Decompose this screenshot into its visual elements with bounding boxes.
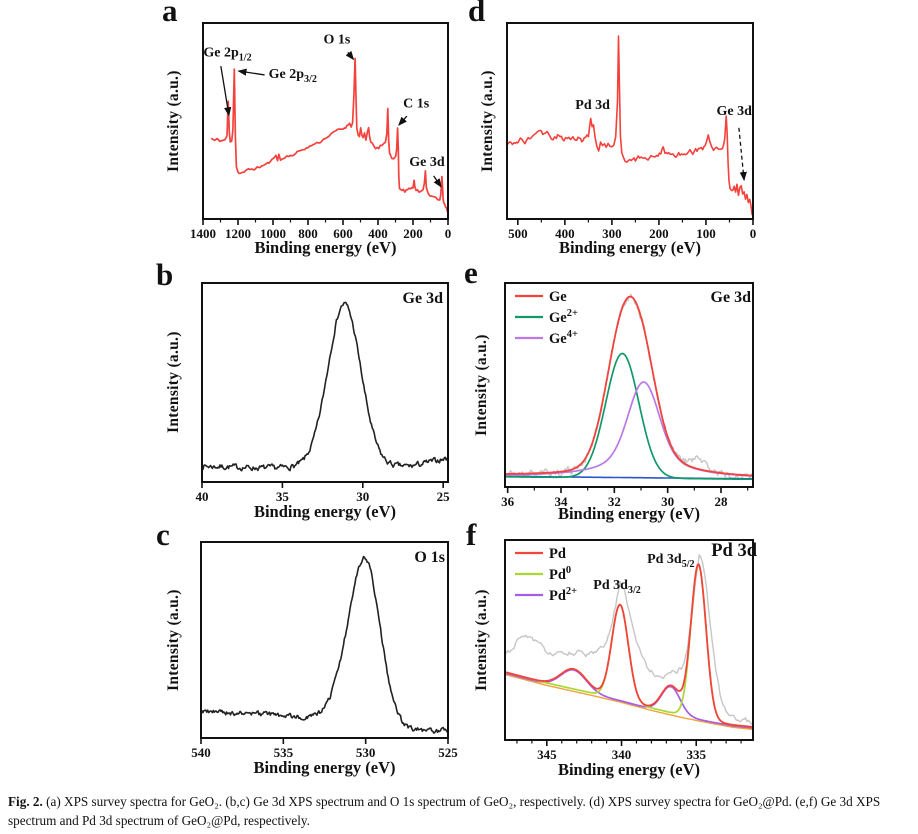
panel-b-x-axis-label: Binding energy (eV) — [253, 502, 397, 521]
svg-text:25: 25 — [437, 489, 451, 504]
svg-text:535: 535 — [274, 745, 294, 760]
svg-text:Ge 3d: Ge 3d — [409, 155, 445, 170]
svg-text:36: 36 — [501, 494, 515, 509]
panel-b-plot-area: 40 35 30 25 — [196, 282, 451, 504]
panel-a-x-axis-label: Binding energy (eV) — [254, 238, 397, 257]
panel-c: 540 535 530 525 c Intensity (a.u.) Binding … — [150, 517, 462, 788]
svg-text:100: 100 — [696, 226, 716, 241]
svg-text:Pd0: Pd0 — [549, 565, 571, 583]
svg-text:Ge2+: Ge2+ — [549, 308, 578, 326]
svg-text:Ge 2p1/2: Ge 2p1/2 — [203, 45, 251, 63]
svg-text:O 1s: O 1s — [323, 33, 350, 48]
svg-text:0: 0 — [445, 226, 452, 241]
panel-f-x-axis-label: Binding energy (eV) — [557, 760, 701, 779]
panel-c-y-axis-label: Intensity (a.u.) — [165, 589, 182, 691]
svg-text:C 1s: C 1s — [403, 96, 430, 111]
svg-text:Ge 2p3/2: Ge 2p3/2 — [269, 67, 317, 85]
svg-text:30: 30 — [356, 489, 369, 504]
svg-text:530: 530 — [356, 745, 376, 760]
svg-text:40: 40 — [196, 489, 209, 504]
panel-e-corner-label: Ge 3d — [710, 289, 751, 306]
svg-text:1200: 1200 — [225, 226, 251, 241]
svg-text:400: 400 — [368, 226, 388, 241]
panel-c-letter: c — [156, 517, 170, 552]
svg-text:30: 30 — [661, 494, 674, 509]
svg-text:500: 500 — [508, 226, 528, 241]
svg-text:Ge: Ge — [549, 289, 567, 305]
figure-caption: Fig. 2. (a) XPS survey spectra for GeO₂.… — [8, 793, 911, 830]
panel-f: 345 340 335 Pd Pd0 Pd2+ Pd 3d3/2 Pd 3d5/2 f Int… — [460, 517, 760, 788]
panel-f-y-axis-label: Intensity (a.u.) — [473, 589, 490, 691]
panel-b-corner-label: Ge 3d — [402, 290, 443, 307]
svg-text:345: 345 — [537, 747, 557, 762]
svg-text:300: 300 — [602, 226, 622, 241]
figure-caption-number: Fig. 2. — [8, 794, 43, 809]
panel-e-plot-area: 36 34 32 30 28 Ge Ge2+ Ge4+ — [501, 282, 754, 509]
svg-text:Ge 3d: Ge 3d — [716, 104, 752, 119]
panel-d-plot-area: 500 400 300 200 100 0 Pd 3d Ge 3d — [506, 22, 757, 241]
svg-text:400: 400 — [555, 226, 575, 241]
figure-caption-text: (a) XPS survey spectra for GeO₂. (b,c) G… — [8, 794, 881, 828]
svg-text:Pd 3d5/2: Pd 3d5/2 — [647, 552, 695, 570]
svg-text:1000: 1000 — [260, 226, 286, 241]
xps-figure: 1400 1200 1000 800 600 400 200 0 Ge 2p1/2 Ge 2p3/… — [150, 0, 760, 788]
svg-text:Ge4+: Ge4+ — [549, 329, 578, 347]
svg-text:540: 540 — [191, 745, 211, 760]
svg-text:200: 200 — [403, 226, 423, 241]
panel-f-letter: f — [466, 517, 477, 552]
panel-e-x-axis-label: Binding energy (eV) — [557, 504, 701, 523]
svg-text:Pd: Pd — [549, 546, 566, 562]
panel-a-y-axis-label: Intensity (a.u.) — [165, 70, 182, 172]
svg-text:Pd 3d: Pd 3d — [575, 98, 610, 113]
panel-c-x-axis-label: Binding energy (eV) — [253, 758, 396, 777]
panel-f-corner-label: Pd 3d — [711, 541, 757, 561]
panel-e-y-axis-label: Intensity (a.u.) — [473, 334, 490, 436]
panel-c-corner-label: O 1s — [414, 549, 445, 566]
panel-d-letter: d — [468, 0, 486, 28]
panel-b-letter: b — [156, 257, 174, 292]
svg-text:1400: 1400 — [190, 226, 216, 241]
panel-b: 40 35 30 25 b Intensity (a.u.) Binding ener… — [150, 257, 462, 522]
svg-text:Pd 3d3/2: Pd 3d3/2 — [593, 578, 641, 596]
svg-text:800: 800 — [298, 226, 318, 241]
svg-text:340: 340 — [612, 747, 632, 762]
panel-d-x-axis-label: Binding energy (eV) — [558, 238, 702, 257]
panel-a-plot-area: 1400 1200 1000 800 600 400 200 0 Ge 2p1/2 Ge 2p3/… — [190, 22, 452, 241]
panel-d: 500 400 300 200 100 0 Pd 3d Ge 3d d Intensity (… — [460, 0, 760, 258]
panel-b-y-axis-label: Intensity (a.u.) — [165, 331, 182, 434]
svg-text:0: 0 — [750, 226, 757, 241]
panel-e: 36 34 32 30 28 Ge Ge2+ Ge4+ e Intensity (a.u.) … — [460, 255, 760, 523]
svg-text:Pd2+: Pd2+ — [549, 586, 577, 604]
svg-text:525: 525 — [438, 745, 458, 760]
svg-text:200: 200 — [649, 226, 669, 241]
svg-text:335: 335 — [686, 747, 706, 762]
panel-e-letter: e — [464, 255, 478, 290]
svg-text:600: 600 — [333, 226, 353, 241]
svg-text:35: 35 — [276, 489, 290, 504]
panel-d-y-axis-label: Intensity (a.u.) — [479, 70, 496, 172]
svg-text:32: 32 — [608, 494, 621, 509]
svg-text:28: 28 — [715, 494, 729, 509]
panel-a-letter: a — [162, 0, 178, 28]
panel-c-plot-area: 540 535 530 525 — [191, 541, 458, 760]
panel-f-plot-area: 345 340 335 Pd Pd0 Pd2+ Pd 3d3/2 Pd 3d5/2 — [504, 539, 754, 762]
svg-text:34: 34 — [555, 494, 569, 509]
panel-a: 1400 1200 1000 800 600 400 200 0 Ge 2p1/2 Ge 2p3/… — [150, 0, 462, 258]
